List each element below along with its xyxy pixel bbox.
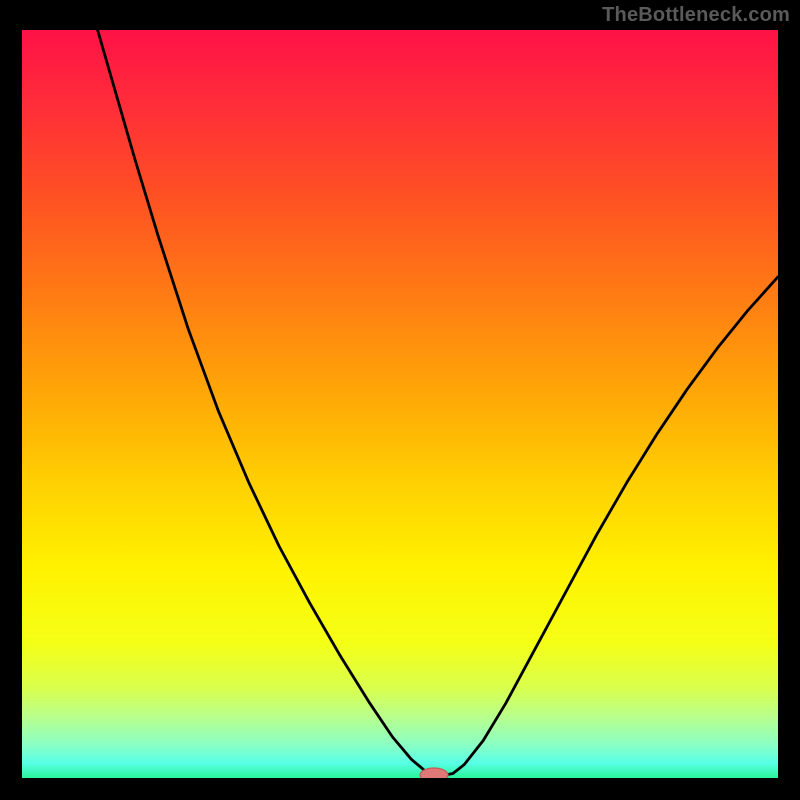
chart-plot-area: [22, 30, 778, 778]
chart-svg: [22, 30, 778, 778]
chart-container: TheBottleneck.com: [0, 0, 800, 800]
watermark-text: TheBottleneck.com: [602, 4, 790, 27]
min-marker: [420, 768, 448, 778]
chart-background: [22, 30, 778, 778]
